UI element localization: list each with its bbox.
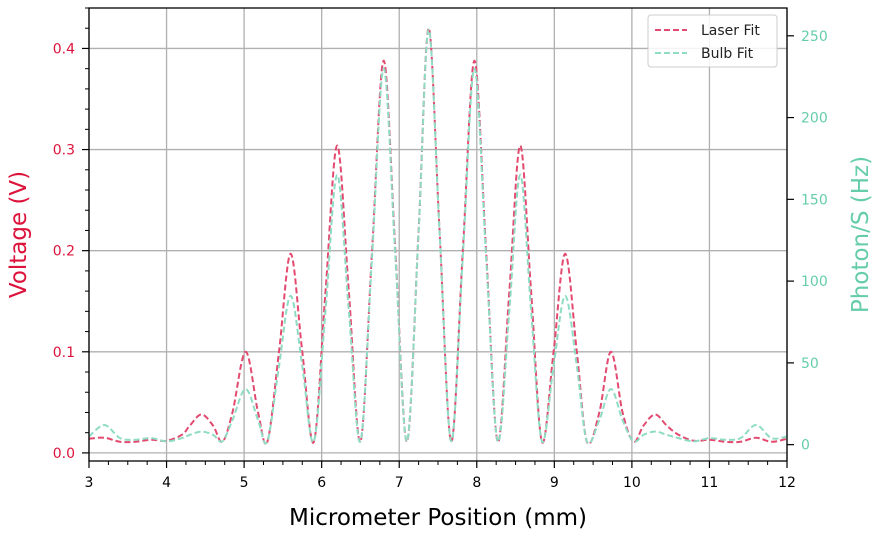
y-left-tick-label: 0.3 [53,143,75,159]
x-axis-title: Micrometer Position (mm) [289,505,587,531]
x-tick-label: 8 [472,475,481,491]
laser-fit-line [88,27,788,446]
x-tick-label: 7 [395,475,404,491]
x-tick-label: 5 [240,475,249,491]
y-axis-left: 0.0 0.1 0.2 0.3 0.4 [53,7,89,462]
y-right-tick-label: 200 [801,111,828,127]
y-right-tick-label: 50 [801,356,819,372]
x-axis: 3 4 5 6 7 8 9 10 11 12 [85,461,796,491]
legend-label-bulb: Bulb Fit [701,46,754,62]
legend-label-laser: Laser Fit [701,23,760,39]
x-tick-label: 11 [701,475,719,491]
y-left-tick-label: 0.2 [53,244,75,260]
x-tick-label: 10 [623,475,641,491]
x-tick-label: 4 [162,475,171,491]
x-tick-label: 3 [85,475,94,491]
y-left-tick-label: 0.1 [53,345,75,361]
y-left-tick-label: 0.0 [53,446,75,462]
y-right-axis-title: Photon/S (Hz) [848,156,874,313]
legend: Laser Fit Bulb Fit [647,14,778,68]
grid [88,8,788,461]
plot-frame [88,7,788,462]
y-right-tick-label: 0 [801,438,810,454]
x-tick-label: 9 [550,475,559,491]
y-right-tick-label: 100 [801,274,828,290]
legend-box [647,14,778,68]
y-right-tick-label: 150 [801,192,828,208]
x-tick-label: 12 [778,475,796,491]
y-axis-right: 0 50 100 150 200 250 [787,29,828,454]
y-left-axis-title: Voltage (V) [6,171,32,298]
bulb-fit-line [88,28,788,445]
y-left-tick-label: 0.4 [53,41,75,57]
x-tick-label: 6 [317,475,326,491]
plot-series [88,27,788,446]
y-right-tick-label: 250 [801,29,828,45]
